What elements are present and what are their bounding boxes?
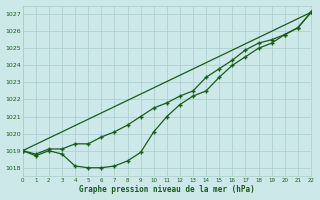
X-axis label: Graphe pression niveau de la mer (hPa): Graphe pression niveau de la mer (hPa) [79, 185, 255, 194]
